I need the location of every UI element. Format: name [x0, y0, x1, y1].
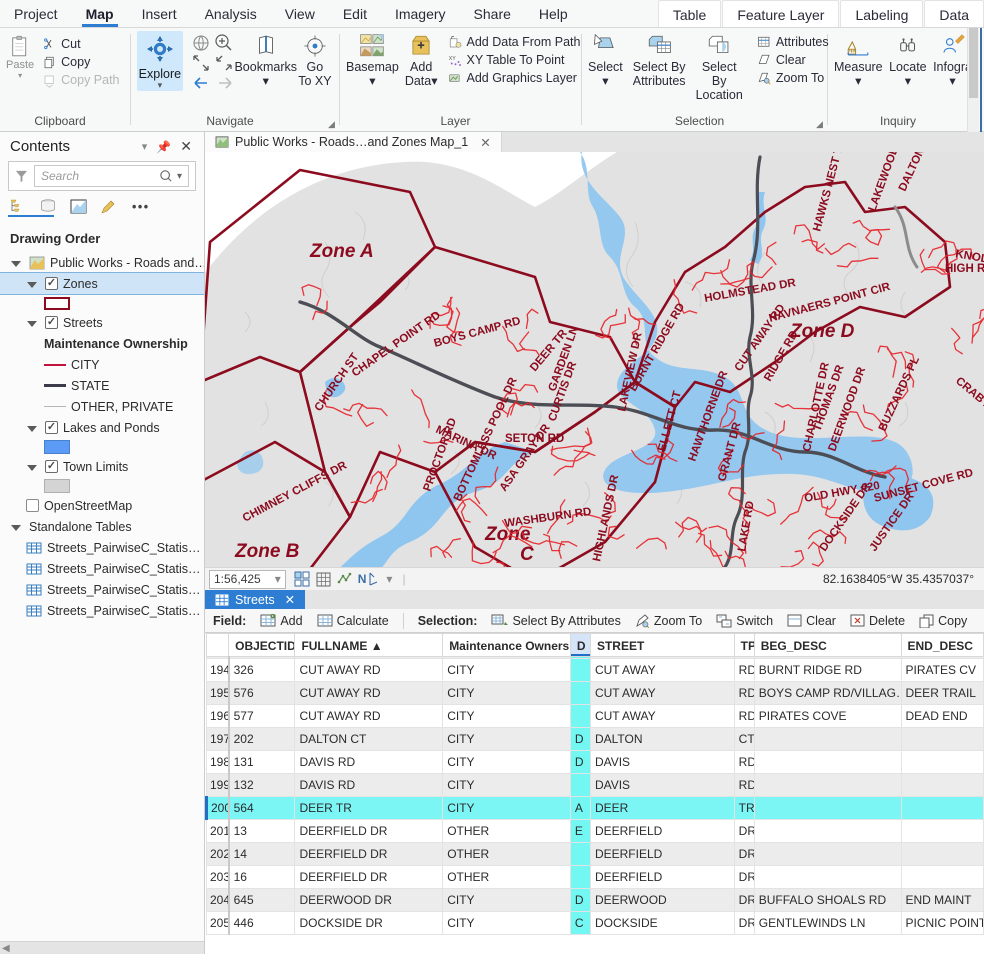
svg-text:Zone B: Zone B [234, 541, 300, 562]
svg-text:Zone D: Zone D [789, 321, 855, 342]
svg-text:XY: XY [448, 55, 456, 61]
svg-text:Zone A: Zone A [309, 241, 374, 262]
svg-text:HIGH ROCK RIDGE: HIGH ROCK RIDGE [945, 263, 984, 275]
